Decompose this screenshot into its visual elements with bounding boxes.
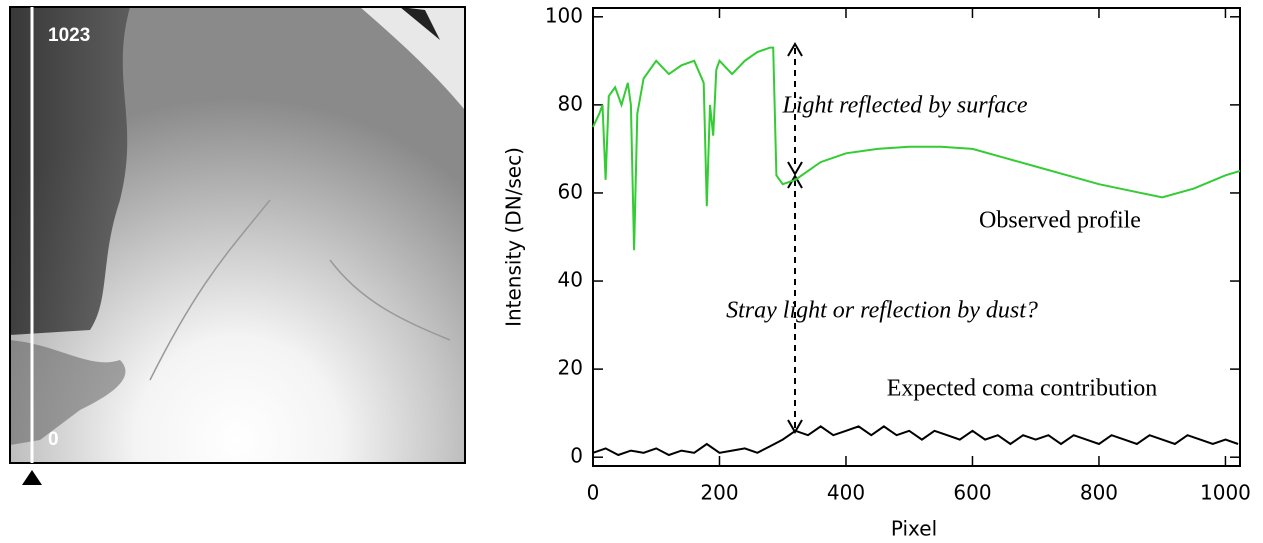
y-tick-label: 20: [558, 356, 583, 380]
y-tick-label: 60: [558, 179, 583, 203]
x-tick-label: 600: [953, 481, 991, 505]
surface-image: [9, 6, 466, 485]
x-tick-label: 800: [1080, 481, 1118, 505]
x-tick-label: 1000: [1200, 481, 1251, 505]
y-tick-label: 40: [558, 268, 583, 292]
annotation: Expected coma contribution: [887, 376, 1158, 402]
annotation: Light reflected by surface: [781, 93, 1027, 119]
x-tick-label: 400: [827, 481, 865, 505]
annotation: Stray light or reflection by dust?: [726, 298, 1038, 324]
x-tick-label: 200: [700, 481, 738, 505]
x-tick-label: 0: [587, 481, 600, 505]
image-bottom-label: 0: [48, 429, 59, 450]
y-tick-label: 80: [558, 91, 583, 115]
plot-frame: [592, 7, 1241, 467]
image-top-label: 1023: [48, 25, 90, 46]
data-line: [592, 46, 1241, 251]
y-tick-label: 100: [545, 3, 583, 27]
y-axis-label: Intensity (DN/sec): [502, 147, 526, 327]
y-tick-label: 0: [570, 444, 583, 468]
data-line: [592, 425, 1239, 457]
annotation: Observed profile: [979, 208, 1141, 234]
x-axis-label: Pixel: [891, 517, 937, 541]
